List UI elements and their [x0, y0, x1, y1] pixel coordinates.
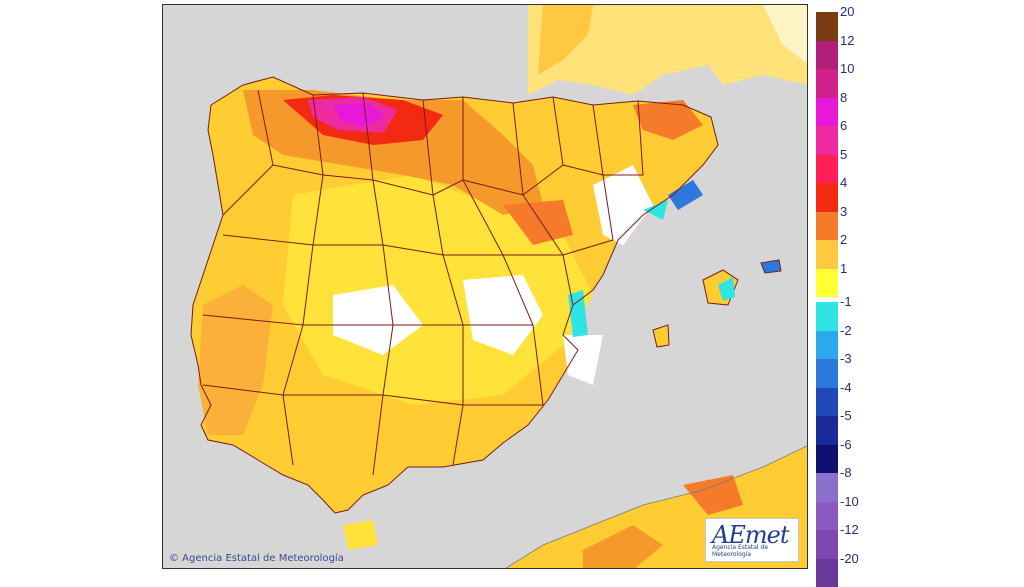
legend-negative-label-0: -1 — [840, 295, 852, 309]
legend-positive-swatch-6 — [816, 183, 838, 212]
logo-subtitle: Agencia Estatal de Meteorología — [712, 544, 798, 558]
temperature-anomaly-map: © Agencia Estatal de Meteorología AEmet … — [162, 4, 808, 569]
legend-negative-swatch-9 — [816, 559, 838, 587]
legend-positive-swatch-5 — [816, 155, 838, 184]
legend-negative-swatch-1 — [816, 331, 838, 360]
legend-negative-swatch-4 — [816, 416, 838, 445]
legend-negative-swatch-2 — [816, 359, 838, 388]
legend-negative-label-2: -3 — [840, 352, 852, 366]
legend-negative-label-8: -12 — [840, 523, 859, 537]
legend-positive-label-5: 5 — [840, 148, 847, 162]
legend-positive-swatch-9 — [816, 269, 838, 298]
legend-negative-swatch-0 — [816, 302, 838, 331]
legend-positive-swatch-0 — [816, 12, 838, 41]
legend-positive-swatch-4 — [816, 126, 838, 155]
aemet-logo: AEmet Agencia Estatal de Meteorología — [705, 518, 799, 562]
legend-positive-swatch-1 — [816, 41, 838, 70]
legend-positive-swatch-8 — [816, 240, 838, 269]
morocco-north-tip — [343, 520, 378, 550]
legend-positive-swatch-7 — [816, 212, 838, 241]
legend-positive-label-8: 2 — [840, 233, 847, 247]
legend-positive-label-6: 4 — [840, 176, 847, 190]
legend-negative-label-4: -5 — [840, 409, 852, 423]
legend-positive-label-9: 1 — [840, 262, 847, 276]
legend-positive-swatch-2 — [816, 69, 838, 98]
copyright-notice: © Agencia Estatal de Meteorología — [169, 553, 344, 564]
legend-negative-label-9: -20 — [840, 552, 859, 566]
legend-negative-label-5: -6 — [840, 438, 852, 452]
legend-positive-label-4: 6 — [840, 119, 847, 133]
legend-negative-swatch-8 — [816, 530, 838, 559]
legend-negative-swatch-5 — [816, 445, 838, 474]
legend-positive-swatch-3 — [816, 98, 838, 127]
legend-negative-label-7: -10 — [840, 495, 859, 509]
legend-positive-label-7: 3 — [840, 205, 847, 219]
legend-positive-label-2: 10 — [840, 62, 854, 76]
legend-positive-label-0: 20 — [840, 5, 854, 19]
legend-negative-label-3: -4 — [840, 381, 852, 395]
legend-positive-label-3: 8 — [840, 91, 847, 105]
legend-positive-label-1: 12 — [840, 34, 854, 48]
legend-negative-swatch-6 — [816, 473, 838, 502]
map-canvas — [163, 5, 808, 569]
legend-negative-label-1: -2 — [840, 324, 852, 338]
legend-negative-label-6: -8 — [840, 466, 852, 480]
legend-negative-swatch-7 — [816, 502, 838, 531]
legend-negative-swatch-3 — [816, 388, 838, 417]
